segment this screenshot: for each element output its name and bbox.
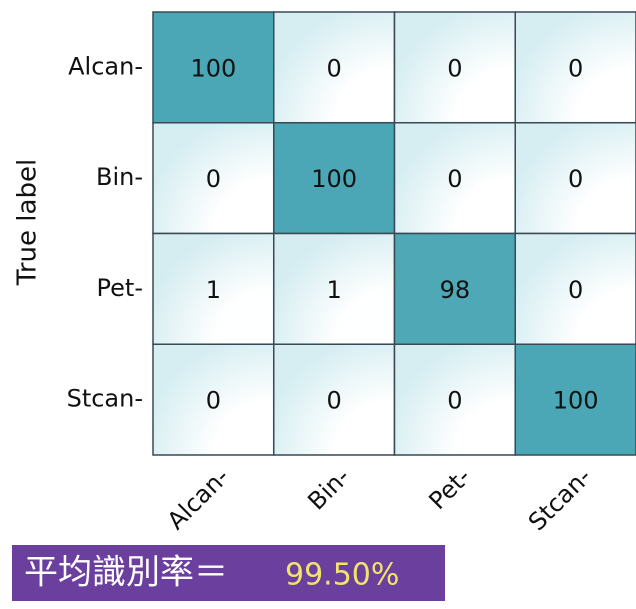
summary-value: 99.50% (285, 558, 399, 593)
cell-label: 0 (568, 276, 583, 304)
cell-shading (274, 234, 394, 344)
cell-label: 0 (447, 54, 462, 82)
cell-shading (154, 234, 273, 344)
cell-label: 0 (326, 54, 341, 82)
x-tick-label: Alcan- (162, 462, 235, 535)
cell (152, 11, 275, 124)
cell-label: 1 (206, 276, 221, 304)
cell-shading (274, 345, 394, 454)
cell-shading (154, 345, 273, 454)
cell-label: 100 (553, 387, 599, 415)
y-tick-label: Pet- (97, 274, 143, 302)
cell (393, 232, 516, 345)
cell-label: 0 (568, 165, 583, 193)
cell-label: 100 (190, 54, 236, 82)
cell-label: 98 (440, 276, 471, 304)
summary-banner (12, 545, 445, 601)
y-tick-label: Stcan- (67, 385, 143, 413)
y-tick-label: Bin- (96, 163, 143, 191)
cell-label: 0 (326, 387, 341, 415)
cell-label: 0 (568, 54, 583, 82)
cell-label: 0 (206, 165, 221, 193)
cell-label: 0 (447, 165, 462, 193)
x-tick-label: Bin- (302, 462, 355, 515)
cell-label: 100 (311, 165, 357, 193)
cell-shading (516, 123, 635, 233)
cell-label: 0 (447, 387, 462, 415)
cell-label: 1 (326, 276, 341, 304)
cell (273, 122, 396, 235)
cell-shading (395, 13, 515, 122)
y-axis-label: True label (13, 159, 43, 286)
cell-label: 0 (206, 387, 221, 415)
cell-shading (154, 123, 273, 233)
cell (514, 343, 636, 456)
x-tick-label: Stcan- (523, 462, 597, 536)
cell-shading (274, 13, 394, 122)
cell-shading (395, 123, 515, 233)
summary-label: 平均識別率＝ (24, 553, 228, 593)
x-tick-label: Pet- (423, 462, 476, 515)
cell-shading (516, 234, 635, 344)
y-tick-label: Alcan- (68, 52, 143, 80)
cell-shading (395, 345, 515, 454)
cell-shading (516, 13, 635, 122)
